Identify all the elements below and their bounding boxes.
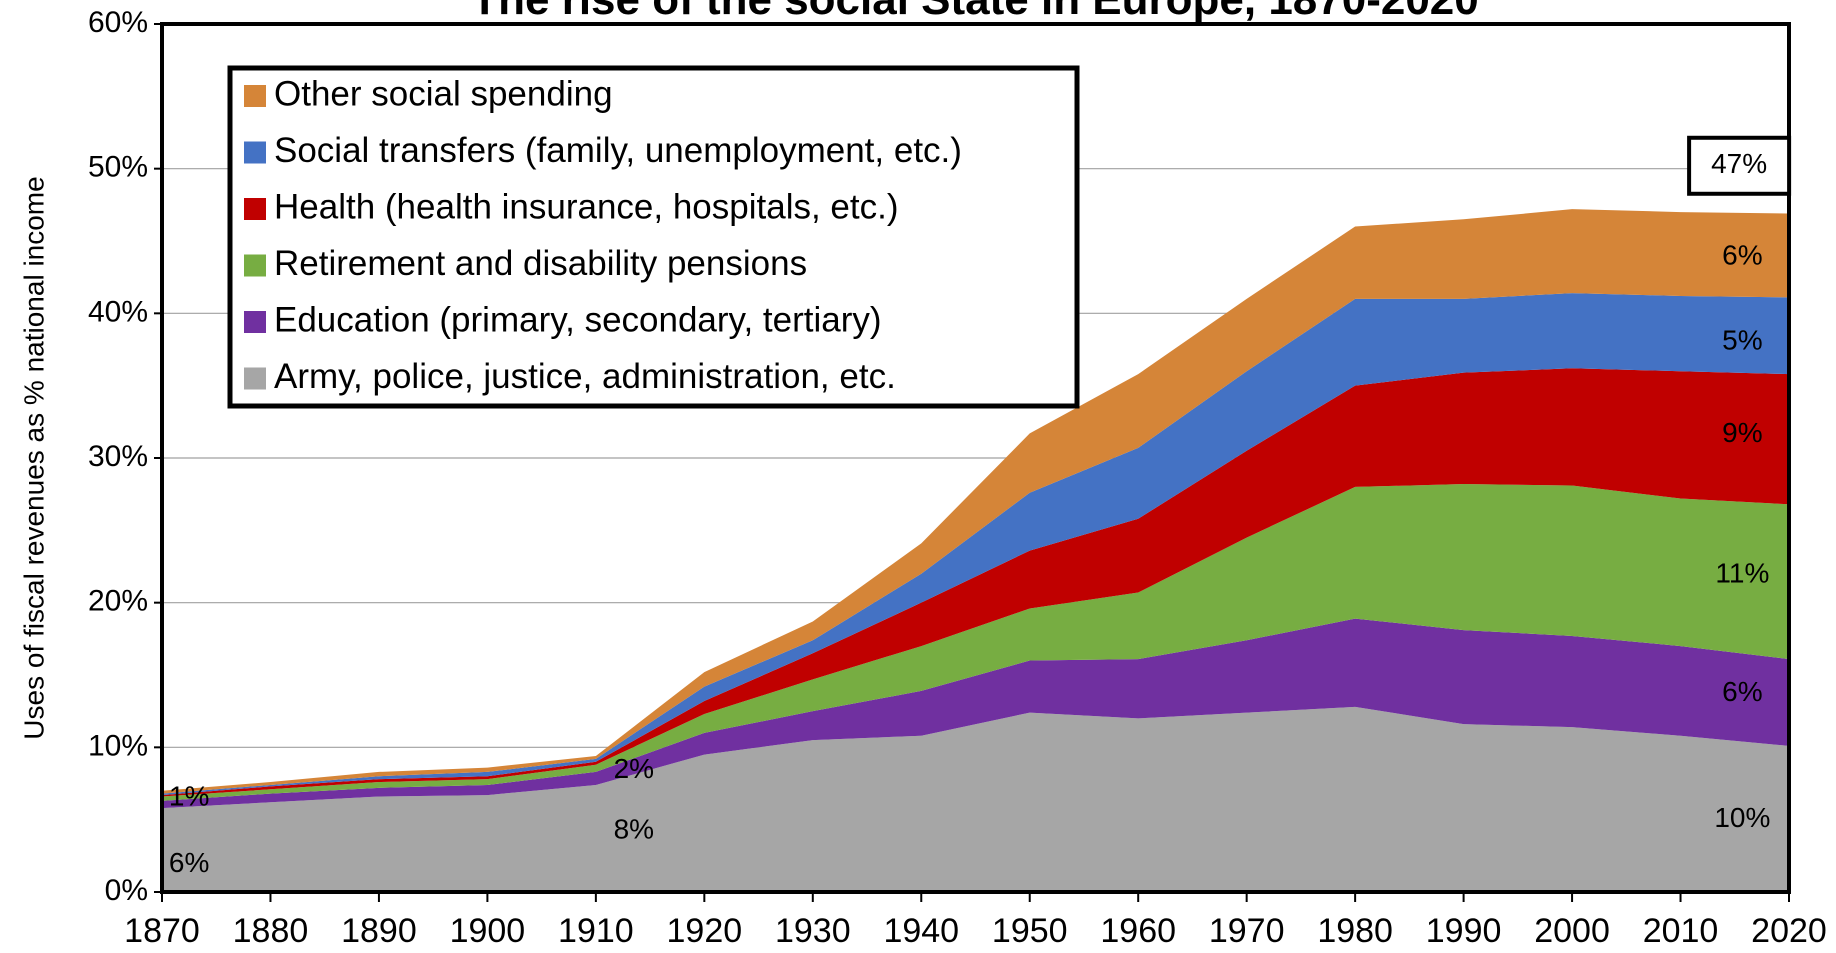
legend-label: Education (primary, secondary, tertiary)	[274, 300, 882, 339]
y-tick-label: 40%	[88, 295, 148, 328]
y-tick-label: 30%	[88, 440, 148, 473]
area-series	[162, 368, 1789, 797]
area-series	[162, 706, 1789, 892]
annotation: 47%	[1711, 148, 1767, 179]
y-tick-label: 10%	[88, 729, 148, 762]
x-tick-label: 1990	[1426, 912, 1502, 950]
annotation-box	[1687, 135, 1792, 196]
x-tick-label: 1900	[450, 912, 526, 950]
legend-swatch	[244, 367, 266, 390]
x-tick-label: 2020	[1751, 912, 1827, 950]
y-tick-label: 20%	[88, 585, 148, 618]
x-tick-label: 1970	[1209, 912, 1285, 950]
y-axis-label: Uses of fiscal revenues as % national in…	[18, 176, 49, 739]
legend-label: Social transfers (family, unemployment, …	[274, 131, 962, 170]
legend-swatch	[244, 254, 266, 277]
area-series	[162, 618, 1789, 809]
annotation: 6%	[1722, 676, 1762, 707]
legend-label: Health (health insurance, hospitals, etc…	[274, 187, 899, 226]
legend-swatch	[244, 141, 266, 164]
area-series	[162, 484, 1789, 801]
y-tick-label: 0%	[105, 874, 148, 907]
x-tick-label: 1930	[775, 912, 851, 950]
plot-frame	[160, 22, 1791, 894]
annotation: 11%	[1715, 558, 1769, 589]
annotation: 6%	[1722, 239, 1762, 270]
y-tick-label: 50%	[88, 151, 148, 184]
x-tick-label: 2010	[1643, 912, 1719, 950]
legend-swatch	[244, 198, 266, 220]
annotation: 10%	[1714, 802, 1770, 833]
annotation: 8%	[614, 814, 654, 845]
area-series	[162, 209, 1789, 794]
x-tick-label: 1880	[233, 912, 309, 950]
x-tick-label: 1920	[667, 912, 743, 950]
x-tick-label: 1960	[1100, 912, 1176, 950]
legend-label: Other social spending	[274, 74, 613, 113]
y-tick-label: 60%	[88, 6, 148, 39]
x-tick-label: 1950	[992, 912, 1068, 950]
annotation: 9%	[1722, 417, 1762, 448]
x-tick-label: 1940	[883, 912, 959, 950]
chart-title: The rise of the social State in Europe, …	[471, 0, 1479, 24]
annotation: 6%	[169, 847, 209, 878]
x-tick-label: 1870	[124, 912, 200, 950]
x-tick-label: 1890	[341, 912, 417, 950]
annotation: 2%	[614, 753, 654, 784]
legend-swatch	[244, 311, 266, 333]
legend-swatch	[244, 85, 266, 107]
legend-label: Retirement and disability pensions	[274, 244, 807, 283]
x-tick-label: 1980	[1317, 912, 1393, 950]
area-series	[162, 293, 1789, 796]
legend-label: Army, police, justice, administration, e…	[274, 357, 896, 396]
x-tick-label: 2000	[1534, 912, 1610, 950]
annotation: 1%	[169, 780, 209, 811]
x-tick-label: 1910	[558, 912, 634, 950]
annotation: 5%	[1722, 325, 1762, 356]
legend-box	[227, 65, 1080, 409]
